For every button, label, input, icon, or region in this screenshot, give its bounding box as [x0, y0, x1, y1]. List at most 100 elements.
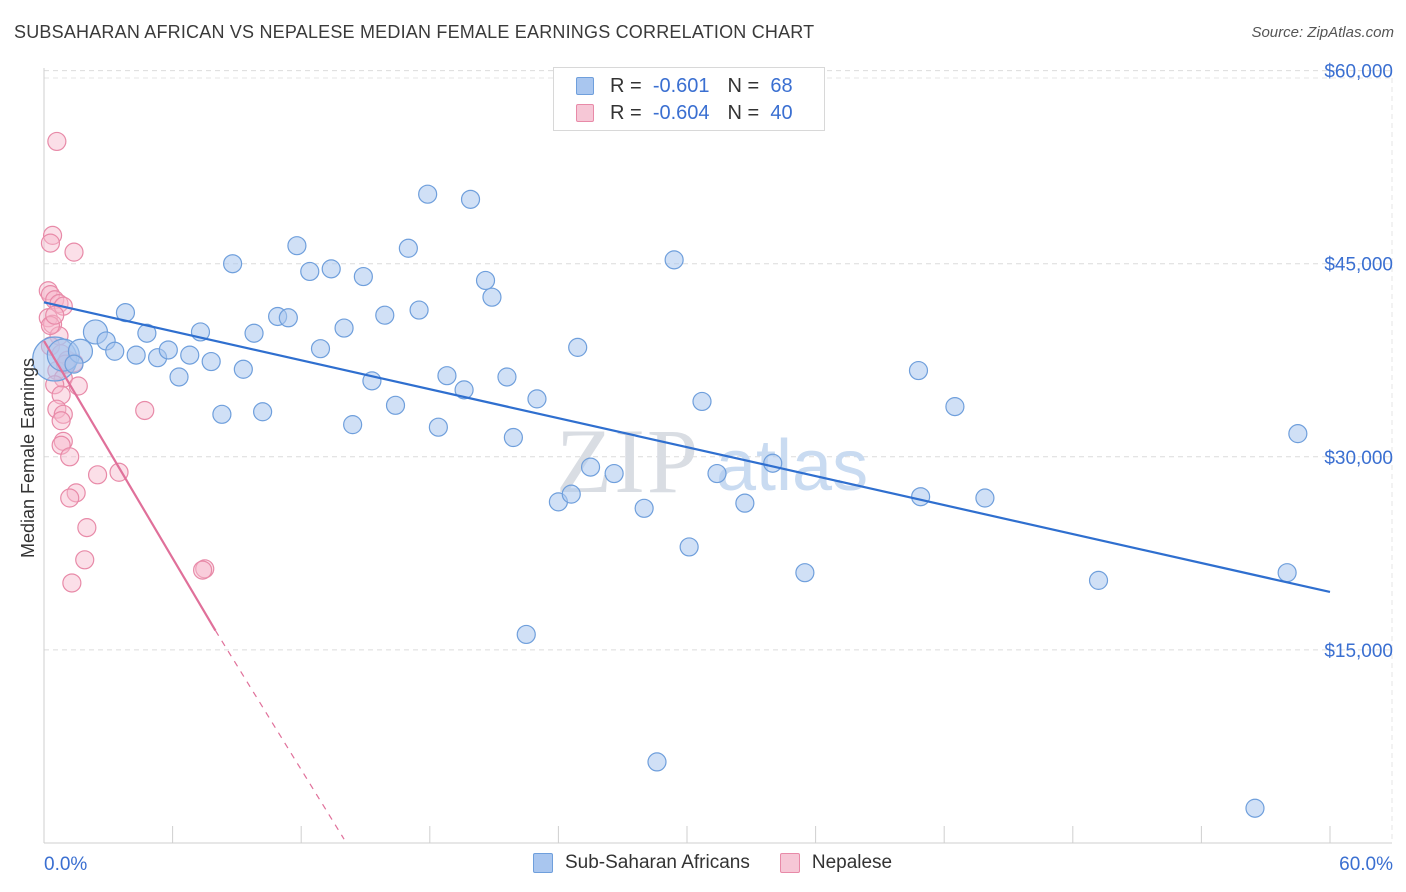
sub-saharan-point — [343, 415, 363, 435]
legend-row-nepalese: R = -0.604 N = 40 — [576, 101, 793, 125]
nepalese-point — [60, 488, 80, 508]
r-label: R = — [610, 101, 642, 124]
sub-saharan-point — [437, 366, 457, 386]
correlation-legend: R = -0.601 N = 68 R = -0.604 N = 40 — [553, 67, 825, 131]
sub-saharan-point — [482, 287, 502, 307]
sub-saharan-point — [604, 463, 624, 484]
nepalese-point — [42, 225, 63, 245]
nepalese-point — [45, 305, 65, 325]
nepalese-point — [77, 518, 97, 538]
nepalese-point — [193, 560, 213, 580]
sub-saharan-point — [735, 493, 755, 513]
legend-item-nepalese[interactable]: Nepalese — [779, 852, 893, 874]
sub-saharan-point — [169, 367, 189, 387]
sub-saharan-point — [911, 487, 931, 507]
nepalese-trendline-extension — [214, 630, 345, 840]
legend-row-sub-saharan: R = -0.601 N = 68 — [576, 74, 793, 98]
pink-swatch-icon — [779, 853, 800, 873]
sub-saharan-point — [212, 404, 232, 424]
sub-saharan-point — [233, 359, 253, 379]
sub-saharan-point — [975, 488, 995, 508]
sub-saharan-point — [664, 250, 684, 270]
sub-saharan-point — [647, 752, 667, 772]
x-tick-label: 60.0% — [1339, 854, 1393, 875]
sub-saharan-point — [398, 238, 418, 258]
grid-lines — [44, 70, 1393, 843]
sub-saharan-point — [223, 254, 243, 274]
blue-swatch-icon — [533, 853, 553, 873]
chart-title: SUBSAHARAN AFRICAN VS NEPALESE MEDIAN FE… — [14, 22, 815, 42]
sub-saharan-point — [158, 340, 178, 360]
nepalese-point — [47, 399, 67, 419]
r-label: R = — [610, 74, 642, 97]
sub-saharan-point — [1245, 798, 1265, 818]
n-value: 40 — [770, 101, 793, 124]
watermark: ZIP atlas — [556, 410, 868, 512]
legend-item-sub-saharan[interactable]: Sub-Saharan Africans — [533, 852, 750, 874]
sub-saharan-point — [310, 339, 331, 359]
nepalese-point — [66, 483, 86, 503]
nepalese-point — [64, 242, 84, 262]
sub-saharan-point — [409, 300, 429, 320]
sub-saharan-point — [201, 351, 221, 372]
y-tick-label: $60,000 — [1324, 62, 1393, 83]
sub-saharan-point — [561, 484, 581, 504]
sub-saharan-point — [475, 270, 496, 291]
legend-label: Nepalese — [811, 852, 893, 873]
nepalese-point — [75, 550, 95, 570]
n-label: N = — [727, 101, 760, 124]
axes — [43, 68, 1392, 844]
sub-saharan-point — [908, 360, 929, 381]
y-tick-label: $30,000 — [1324, 448, 1393, 469]
y-tick-label: $45,000 — [1324, 255, 1393, 276]
nepalese-point — [60, 447, 80, 467]
sub-saharan-point — [105, 341, 125, 361]
sub-saharan-point — [503, 427, 523, 448]
sub-saharan-point — [454, 380, 474, 400]
sub-saharan-point — [126, 345, 146, 365]
legend-label: Sub-Saharan Africans — [565, 852, 750, 873]
sub-saharan-point — [321, 259, 341, 279]
sub-saharan-trendline — [43, 301, 1331, 594]
sub-saharan-point — [253, 402, 273, 422]
nepalese-point — [62, 573, 82, 593]
pink-swatch-icon — [576, 104, 594, 122]
x-tick-labels: 0.0% 60.0% — [44, 854, 1393, 875]
sub-saharan-point — [418, 184, 438, 204]
watermark-atlas: atlas — [716, 426, 868, 506]
sub-saharan-point — [244, 323, 264, 343]
sub-saharan-point — [180, 345, 200, 365]
sub-saharan-point — [707, 463, 727, 484]
blue-swatch-icon — [576, 77, 594, 95]
sub-saharan-point — [278, 308, 298, 328]
y-axis-label: Median Female Earnings — [18, 358, 38, 558]
x-tick-label: 0.0% — [44, 854, 87, 875]
r-value: -0.601 — [652, 74, 710, 97]
y-tick-label: $15,000 — [1324, 641, 1393, 662]
sub-saharan-point — [692, 391, 712, 412]
sub-saharan-point — [375, 305, 395, 325]
nepalese-point — [51, 385, 71, 405]
sub-saharan-point — [353, 266, 373, 287]
sub-saharan-point — [497, 367, 517, 387]
nepalese-point — [47, 131, 67, 152]
n-value: 68 — [770, 74, 793, 97]
sub-saharan-point — [287, 236, 307, 256]
sub-saharan-point — [385, 395, 406, 415]
source-credit: Source: ZipAtlas.com — [1251, 24, 1394, 41]
sub-saharan-point — [945, 397, 965, 417]
sub-saharan-point — [428, 417, 448, 437]
sub-saharan-point — [1088, 570, 1109, 590]
sub-saharan-point — [679, 537, 699, 557]
nepalese-point — [68, 376, 88, 396]
sub-saharan-point — [795, 563, 815, 583]
sub-saharan-point — [460, 189, 481, 209]
sub-saharan-point — [137, 323, 157, 343]
sub-saharan-point — [64, 354, 84, 374]
n-label: N = — [727, 74, 760, 97]
nepalese-point — [51, 411, 71, 431]
sub-saharan-point — [1277, 563, 1297, 583]
nepalese-trendline — [43, 340, 217, 632]
nepalese-point — [40, 315, 61, 336]
